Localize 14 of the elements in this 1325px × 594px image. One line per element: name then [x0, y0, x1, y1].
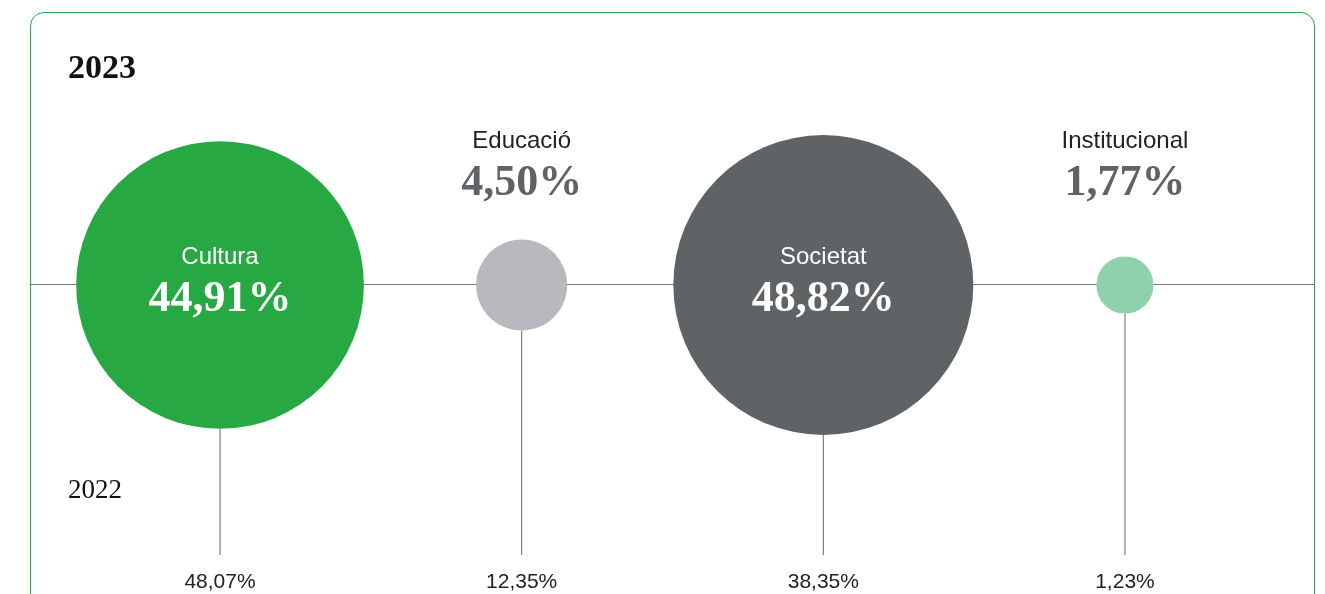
data-label: 12,35% — [486, 568, 558, 592]
category-label: Institucional — [1061, 126, 1189, 154]
data-label: 38,35% — [787, 568, 859, 592]
data-label: 48,07% — [184, 568, 256, 592]
data-label: 1,77% — [1064, 156, 1186, 206]
legend-label: 2022 — [68, 474, 122, 505]
category-label: Educació — [472, 126, 572, 154]
category-label: Societat — [779, 242, 868, 270]
data-label: 1,23% — [1095, 568, 1155, 592]
text: 2023 — [68, 48, 136, 86]
data-label: 48,82% — [751, 272, 895, 322]
data-label: 44,91% — [148, 272, 292, 322]
data-label: 4,50% — [461, 156, 583, 206]
category-label: Cultura — [181, 242, 260, 270]
